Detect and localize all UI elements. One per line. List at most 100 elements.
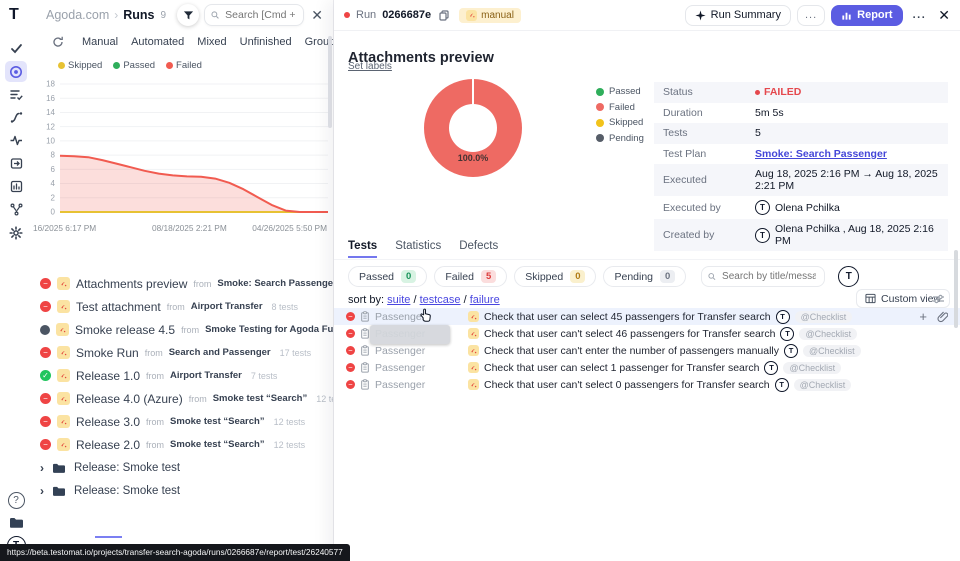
- run-suite-name[interactable]: Airport Transfer: [190, 301, 263, 312]
- view-options-icon[interactable]: [932, 293, 945, 305]
- run-title[interactable]: Release 2.0: [76, 437, 141, 452]
- tab-mixed[interactable]: Mixed: [197, 36, 227, 48]
- run-list-item[interactable]: − Attachments preview from Smoke: Search Pa…: [40, 272, 334, 295]
- reports-icon[interactable]: [5, 176, 27, 197]
- left-panel-scrollbar[interactable]: [328, 36, 332, 128]
- branches-icon[interactable]: [5, 199, 27, 220]
- test-plan-link[interactable]: Smoke: Search Passenger: [755, 147, 887, 160]
- set-labels-link[interactable]: Set labels: [348, 61, 392, 72]
- legend-item-skipped[interactable]: Skipped: [58, 60, 102, 71]
- test-title[interactable]: Check that user can select 1 passenger f…: [484, 361, 760, 374]
- settings-gear-icon[interactable]: [5, 222, 27, 243]
- test-row[interactable]: − Passenger Check that user can't select 0…: [334, 376, 960, 393]
- close-search-icon[interactable]: ✕: [311, 7, 323, 23]
- run-title[interactable]: Smoke release 4.5: [75, 322, 176, 337]
- assignee-avatar[interactable]: T: [838, 266, 860, 287]
- tests-search[interactable]: [701, 266, 826, 287]
- test-suite-name[interactable]: Passenger: [375, 310, 426, 323]
- run-title[interactable]: Release 1.0: [76, 368, 141, 383]
- refresh-icon[interactable]: [52, 36, 64, 48]
- run-title[interactable]: Smoke Run: [76, 345, 139, 360]
- legend-item-passed[interactable]: Passed: [113, 60, 155, 71]
- runs-icon[interactable]: [5, 61, 27, 82]
- add-icon[interactable]: +: [919, 309, 927, 324]
- run-title[interactable]: Release 3.0: [76, 414, 141, 429]
- tab-statistics[interactable]: Statistics: [395, 240, 442, 252]
- run-summary-button[interactable]: Run Summary: [684, 4, 791, 26]
- test-title[interactable]: Check that user can select 45 passengers…: [484, 310, 771, 323]
- donut-legend-item-pending[interactable]: Pending: [596, 133, 644, 144]
- run-suite-name[interactable]: Smoke test “Search”: [170, 416, 265, 427]
- attach-link-icon[interactable]: [937, 311, 948, 323]
- donut-legend-item-skipped[interactable]: Skipped: [596, 117, 644, 128]
- run-folder-item[interactable]: › Release: Smoke test: [40, 456, 334, 479]
- sort-link-testcase[interactable]: testcase: [419, 294, 461, 306]
- filter-chip-failed[interactable]: Failed 5: [434, 266, 508, 287]
- run-list-item[interactable]: − Release 2.0 from Smoke test “Search” 12 te…: [40, 433, 334, 456]
- breadcrumb-project[interactable]: Agoda.com: [46, 8, 110, 22]
- test-suite-name[interactable]: Passenger: [375, 361, 426, 374]
- drawer-more-button[interactable]: ...: [912, 9, 927, 21]
- donut-legend-item-passed[interactable]: Passed: [596, 86, 644, 97]
- app-logo[interactable]: T: [9, 6, 19, 23]
- pagination-indicator[interactable]: [95, 536, 122, 538]
- test-row[interactable]: − Passenger Check that user can't enter th…: [334, 342, 960, 359]
- projects-folder-icon[interactable]: [5, 512, 27, 533]
- run-list-item[interactable]: ✓ Release 1.0 from Airport Transfer 7 tests: [40, 364, 334, 387]
- run-summary-more-button[interactable]: ...: [796, 4, 826, 26]
- copy-icon[interactable]: [439, 9, 449, 21]
- tab-groups[interactable]: Groups: [304, 36, 333, 48]
- sort-link-suite[interactable]: suite: [387, 294, 411, 306]
- analytics-icon[interactable]: [5, 107, 27, 128]
- custom-view-button[interactable]: Custom view: [856, 289, 951, 308]
- chevron-right-icon[interactable]: ›: [40, 483, 44, 498]
- test-row[interactable]: − Passenger Check that user can select 45 …: [334, 308, 960, 325]
- test-row[interactable]: − Passenger Check that user can select 1 p…: [334, 359, 960, 376]
- test-plans-icon[interactable]: [5, 84, 27, 105]
- run-list-item[interactable]: − Test attachment from Airport Transfer 8 te…: [40, 295, 334, 318]
- tab-manual[interactable]: Manual: [82, 36, 119, 48]
- filter-chip-pending[interactable]: Pending 0: [603, 266, 687, 287]
- pulse-icon[interactable]: [5, 130, 27, 151]
- filter-chip-passed[interactable]: Passed 0: [348, 266, 428, 287]
- run-list-item[interactable]: − Release 3.0 from Smoke test “Search” 12 te…: [40, 410, 334, 433]
- test-title[interactable]: Check that user can't select 46 passenge…: [484, 327, 776, 340]
- sort-link-failure[interactable]: failure: [469, 294, 500, 306]
- run-title[interactable]: Release 4.0 (Azure): [76, 391, 183, 406]
- legend-item-failed[interactable]: Failed: [166, 60, 202, 71]
- run-suite-name[interactable]: Airport Transfer: [170, 370, 242, 381]
- test-suite-name[interactable]: Passenger: [375, 344, 426, 357]
- search-input[interactable]: [223, 8, 298, 22]
- tab-tests[interactable]: Tests: [348, 240, 378, 258]
- tests-icon[interactable]: [5, 38, 27, 59]
- drawer-close-icon[interactable]: ✕: [938, 6, 950, 23]
- run-list-item[interactable]: − Release 4.0 (Azure) from Smoke test “Sear…: [40, 387, 334, 410]
- chevron-right-icon[interactable]: ›: [40, 460, 44, 475]
- breadcrumb-section[interactable]: Runs: [123, 8, 155, 22]
- import-icon[interactable]: [5, 153, 27, 174]
- run-suite-name[interactable]: Smoke test “Search”: [212, 393, 308, 404]
- run-list-item[interactable]: Smoke release 4.5 from Smoke Testing for A…: [40, 318, 334, 341]
- filter-button[interactable]: [177, 4, 200, 26]
- run-folder-item[interactable]: › Release: Smoke test: [40, 479, 334, 502]
- run-suite-name[interactable]: Smoke Testing for Agoda Functionality: [205, 324, 334, 335]
- run-title[interactable]: Test attachment: [76, 299, 161, 314]
- help-icon[interactable]: ?: [7, 492, 25, 509]
- report-button[interactable]: Report: [831, 4, 903, 26]
- drawer-scrollbar[interactable]: [954, 250, 958, 328]
- run-suite-name[interactable]: Smoke: Search Passenger: [217, 278, 334, 289]
- filter-chip-skipped[interactable]: Skipped 0: [514, 266, 597, 287]
- test-suite-name[interactable]: Passenger: [375, 378, 426, 391]
- donut-legend-item-failed[interactable]: Failed: [596, 102, 644, 113]
- tests-search-input[interactable]: [720, 270, 819, 283]
- run-suite-name[interactable]: Smoke test “Search”: [170, 439, 265, 450]
- test-title[interactable]: Check that user can't select 0 passenger…: [484, 378, 770, 391]
- tab-defects[interactable]: Defects: [459, 240, 499, 252]
- test-title[interactable]: Check that user can't enter the number o…: [484, 344, 779, 357]
- run-list-item[interactable]: − Smoke Run from Search and Passenger 17 tes…: [40, 341, 334, 364]
- run-title[interactable]: Attachments preview: [76, 276, 188, 291]
- tab-unfinished[interactable]: Unfinished: [239, 36, 292, 48]
- global-search[interactable]: [204, 4, 305, 26]
- tab-automated[interactable]: Automated: [131, 36, 185, 48]
